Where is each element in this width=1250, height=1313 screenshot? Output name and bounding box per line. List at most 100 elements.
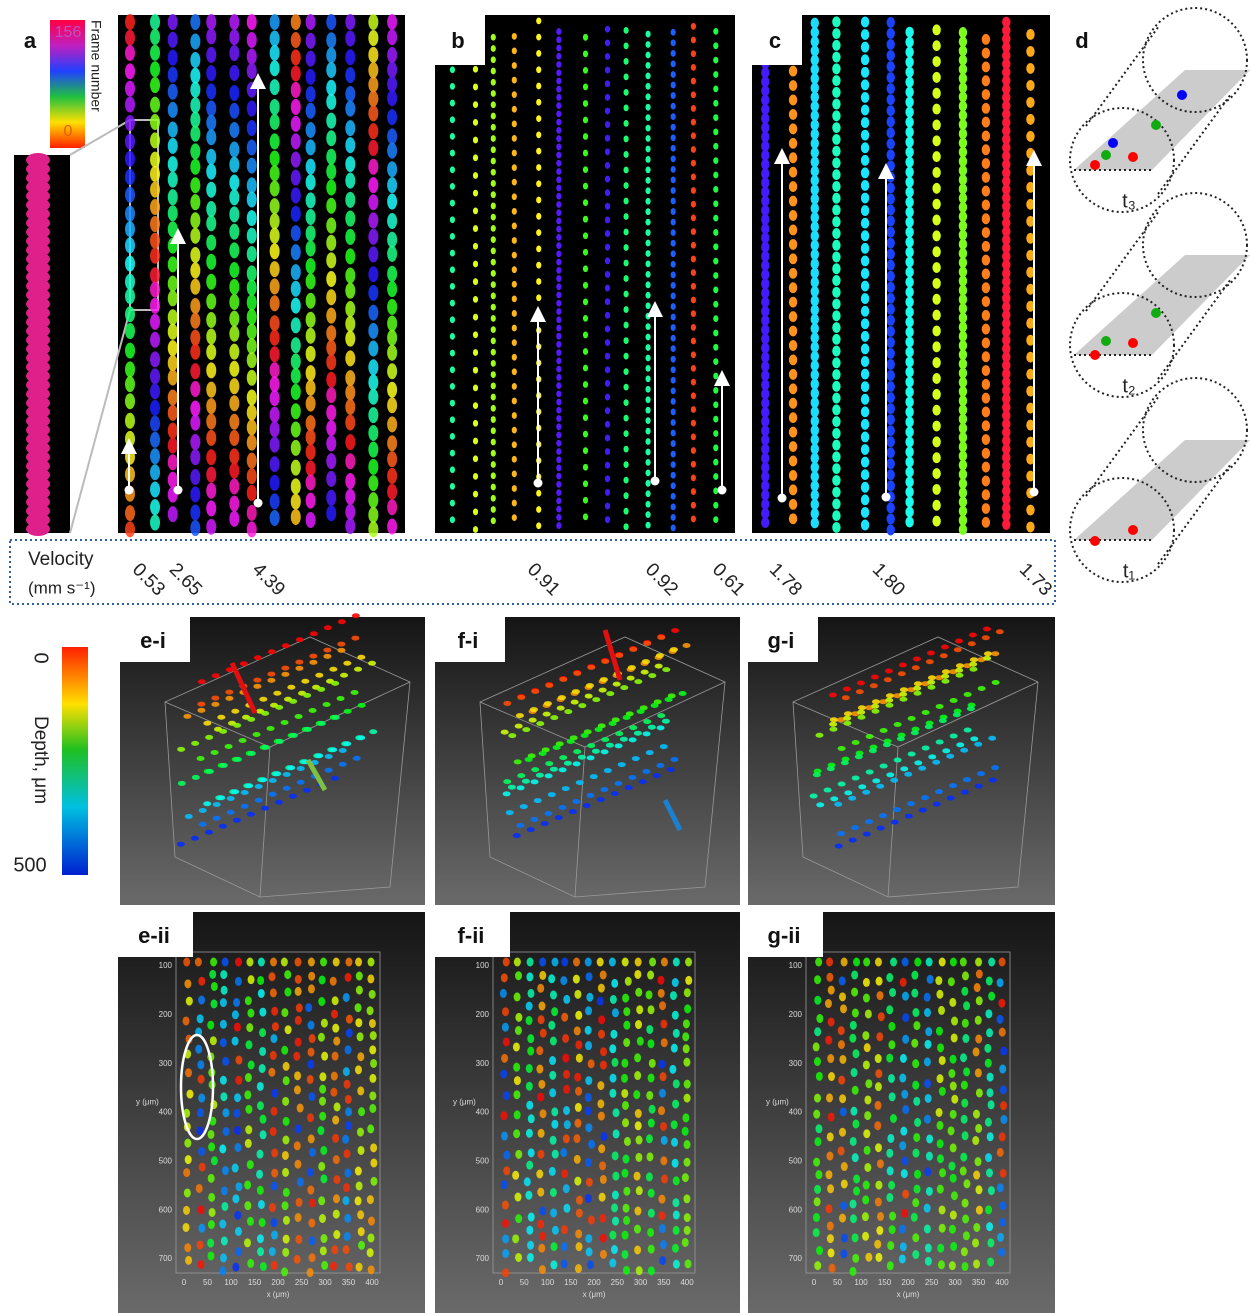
cell [684,988,691,997]
cell [905,447,913,458]
cell [832,310,840,321]
cell [125,134,135,150]
cell [648,1245,655,1254]
cell [614,781,622,786]
cell [326,289,336,305]
cell [270,165,280,181]
cell [622,1250,629,1259]
cell [942,669,950,674]
cell [713,416,718,423]
cell [830,717,838,722]
cell [332,1116,339,1125]
cell [573,761,581,766]
cell [556,119,561,126]
x-axis-label: x (μm) [897,1290,920,1299]
cell [604,768,612,773]
cell [450,116,455,123]
cell [450,250,455,257]
cell [861,193,869,204]
cell [556,275,561,282]
cell [177,747,185,752]
cell [199,1163,206,1172]
cell [198,977,205,986]
cell [198,1205,205,1214]
cell [270,1051,277,1060]
cell [491,203,496,210]
cell [556,423,561,430]
cell [528,1114,535,1123]
cell [150,166,160,182]
cell [326,32,336,48]
cell [346,1029,353,1038]
cell [671,145,676,152]
cell [832,146,840,157]
cell [287,765,295,770]
cell [291,440,301,456]
cell [682,1173,689,1182]
cell [622,958,629,967]
cell [850,1214,857,1223]
cell [387,177,397,193]
cell [636,1266,643,1275]
cell [551,1107,558,1116]
cell-dot [1108,138,1118,148]
cell [713,71,718,78]
cell [841,958,848,967]
cell [789,499,797,510]
y-axis-label: y (μm) [766,1098,789,1107]
cell [270,475,280,491]
x-tick-label: 50 [203,1278,212,1287]
cell-dot [1128,152,1138,162]
cell [861,79,869,90]
cell [902,1190,909,1199]
cell [645,198,650,205]
cell [789,253,797,264]
cell [573,749,581,754]
cell [661,1038,668,1047]
cell [308,1021,315,1030]
cell [190,177,200,193]
cell [967,706,975,711]
x-tick-label: 100 [541,1278,555,1287]
cell [229,294,239,310]
cell [951,1017,958,1026]
cell [247,324,257,340]
cell [635,1121,642,1130]
cell [648,1005,655,1014]
cell [982,130,990,141]
cell [962,971,969,980]
cell [657,635,665,640]
cell [150,298,160,314]
cell [206,201,216,217]
cell [515,1253,522,1262]
cell [343,1183,350,1192]
cell [620,737,628,742]
cell [270,456,280,472]
cell-dot [1177,90,1187,100]
cell [168,172,178,188]
cell [905,237,913,248]
cell [291,421,301,437]
cell [623,198,628,205]
cell [244,1201,251,1210]
cell [672,1100,679,1109]
cell [861,419,869,430]
cell [198,996,205,1005]
cell [671,261,676,268]
cell [556,135,561,142]
cell [536,773,544,778]
cell [646,1025,653,1034]
cell [623,430,628,437]
cell [950,1082,957,1091]
cell [623,120,628,127]
cell [387,281,397,297]
cell [284,970,291,979]
cell [550,1136,557,1145]
cell [247,63,257,79]
cell [832,99,840,110]
cell [270,437,280,453]
cell [671,92,676,99]
colorbar-max: 156 [55,24,82,41]
cell [229,378,239,394]
cell [671,451,676,458]
